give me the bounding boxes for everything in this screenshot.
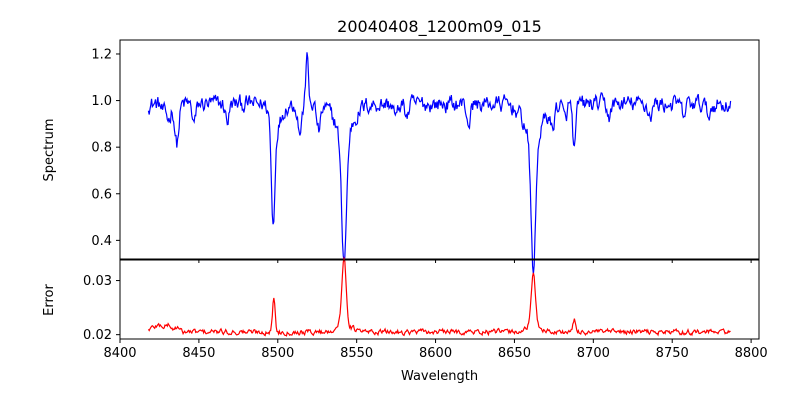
x-axis-label: Wavelength — [401, 369, 478, 384]
spectrum-y-tick-label: 1.0 — [91, 94, 112, 109]
spectrum-y-tick-label: 0.6 — [91, 187, 112, 202]
error-x-tick-label: 8750 — [656, 346, 689, 361]
spectrum-y-tick-label: 0.4 — [91, 234, 112, 249]
error-x-tick-label: 8650 — [498, 346, 531, 361]
spectrum-y-tick-label: 0.8 — [91, 141, 112, 156]
error-x-tick-label: 8450 — [182, 346, 215, 361]
error-x-tick-label: 8800 — [735, 346, 768, 361]
error-x-tick-label: 8700 — [577, 346, 610, 361]
error-axes-frame — [119, 259, 760, 340]
error-x-tick-label: 8500 — [261, 346, 294, 361]
error-panel: 8400 8450 8500 8550 8600 8650 8700 8750 8800 0.02… — [42, 256, 768, 384]
spectrum-y-tick-label: 1.2 — [91, 47, 112, 62]
error-y-tick-label: 0.02 — [83, 328, 112, 343]
error-series-line — [147, 256, 731, 337]
spectrum-axes-frame — [119, 39, 760, 260]
error-x-tick-label: 8600 — [419, 346, 452, 361]
error-ticks: 8400 8450 8500 8550 8600 8650 8700 8750 8800 0.02… — [83, 274, 768, 361]
spectrum-series-line — [147, 52, 732, 275]
spectrum-y-axis-label: Spectrum — [42, 119, 57, 182]
spectrum-ticks: 0.4 0.6 0.8 1.0 1.2 — [91, 47, 752, 263]
error-y-axis-label: Error — [42, 284, 57, 316]
error-x-tick-label: 8400 — [103, 346, 136, 361]
error-x-tick-label: 8550 — [340, 346, 373, 361]
error-y-tick-label: 0.03 — [83, 274, 112, 289]
chart-title: 20040408_1200m09_015 — [337, 17, 542, 37]
spectrum-panel: 0.4 0.6 0.8 1.0 1.2 Spectrum — [42, 39, 760, 275]
